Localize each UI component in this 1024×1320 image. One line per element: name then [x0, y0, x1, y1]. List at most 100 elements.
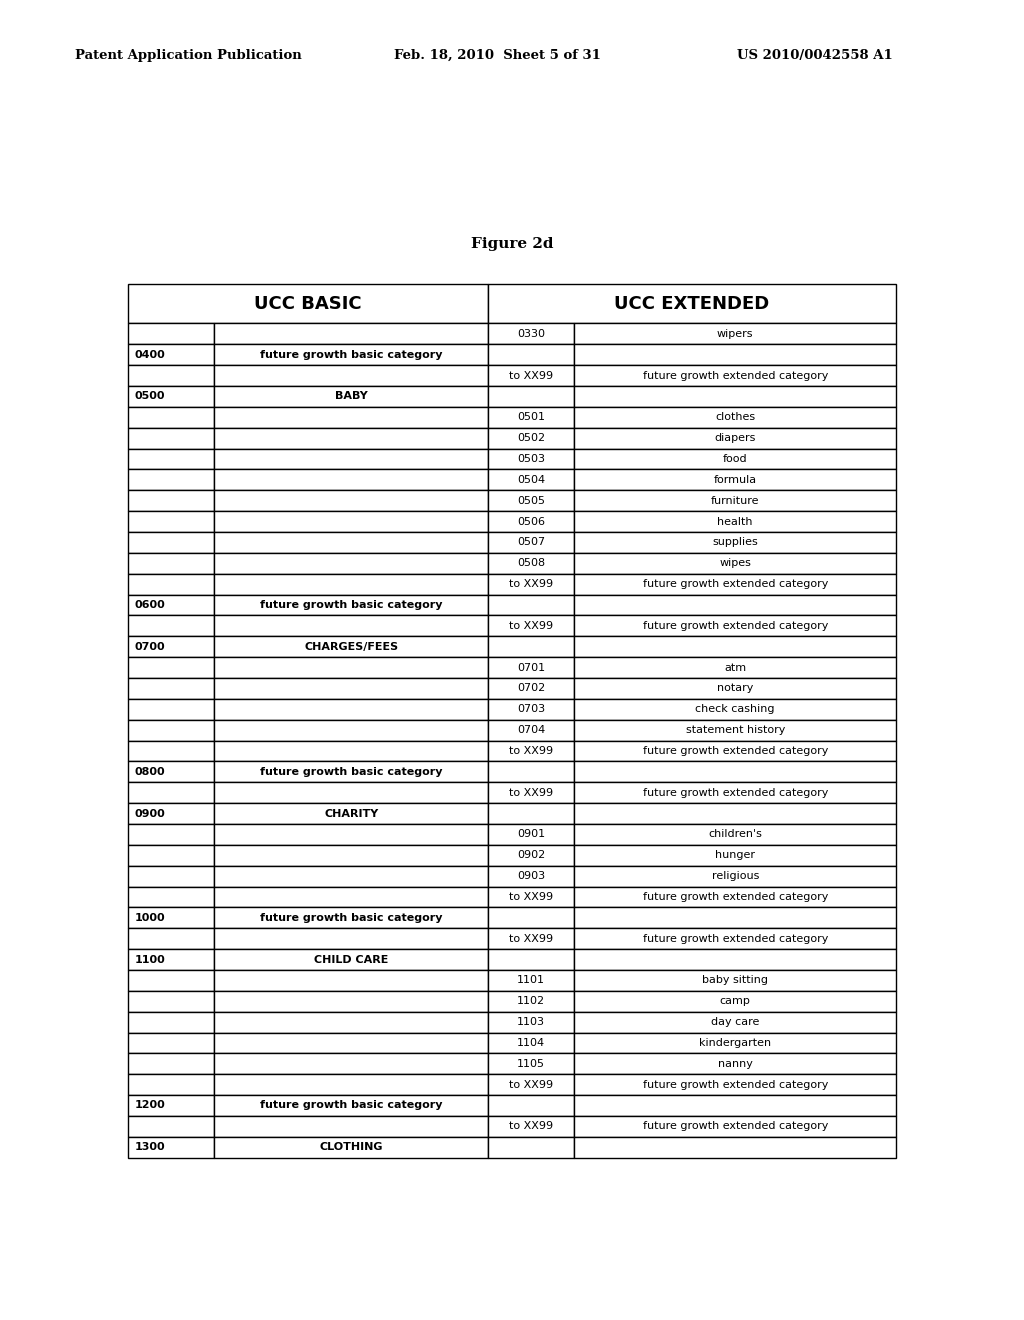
Bar	[214, 1096, 488, 1115]
Text: 1103: 1103	[517, 1018, 545, 1027]
Text: 0900: 0900	[135, 809, 166, 818]
Text: to XX99: to XX99	[509, 933, 553, 944]
Text: wipes: wipes	[719, 558, 752, 568]
Text: 0704: 0704	[517, 725, 546, 735]
Text: future growth extended category: future growth extended category	[642, 1122, 827, 1131]
Text: 1300: 1300	[135, 1142, 166, 1152]
Text: food: food	[723, 454, 748, 463]
Bar	[214, 366, 488, 385]
Text: future growth basic category: future growth basic category	[260, 913, 442, 923]
Bar	[214, 323, 488, 345]
Bar	[128, 636, 214, 657]
Bar	[214, 1053, 488, 1074]
Bar	[574, 323, 896, 345]
Bar	[214, 449, 488, 470]
Bar	[574, 928, 896, 949]
Text: 0902: 0902	[517, 850, 546, 861]
Text: to XX99: to XX99	[509, 1122, 553, 1131]
Bar	[574, 970, 896, 991]
Text: future growth extended category: future growth extended category	[642, 371, 827, 380]
Bar	[488, 657, 574, 678]
Bar	[128, 574, 214, 594]
Bar	[128, 1096, 214, 1115]
Text: 0502: 0502	[517, 433, 545, 444]
Text: 1102: 1102	[517, 997, 545, 1006]
Text: to XX99: to XX99	[509, 892, 553, 902]
Bar	[574, 783, 896, 803]
Bar	[488, 345, 574, 366]
Bar	[488, 490, 574, 511]
Bar	[214, 845, 488, 866]
Text: CHILD CARE: CHILD CARE	[314, 954, 388, 965]
Text: 0800: 0800	[135, 767, 166, 776]
Bar	[488, 762, 574, 783]
Bar	[214, 762, 488, 783]
Text: 1200: 1200	[135, 1101, 166, 1110]
Bar	[128, 284, 488, 323]
Bar	[574, 553, 896, 574]
Bar	[574, 762, 896, 783]
Text: 0330: 0330	[517, 329, 545, 339]
Bar	[128, 741, 214, 762]
Bar	[488, 1074, 574, 1096]
Bar	[488, 1096, 574, 1115]
Text: Figure 2d: Figure 2d	[471, 238, 553, 251]
Bar	[214, 636, 488, 657]
Bar	[214, 741, 488, 762]
Bar	[574, 511, 896, 532]
Text: CLOTHING: CLOTHING	[319, 1142, 383, 1152]
Text: UCC BASIC: UCC BASIC	[254, 294, 361, 313]
Bar	[214, 385, 488, 407]
Bar	[488, 1137, 574, 1158]
Bar	[574, 366, 896, 385]
Bar	[214, 698, 488, 719]
Text: 0508: 0508	[517, 558, 545, 568]
Bar	[574, 678, 896, 698]
Bar	[128, 970, 214, 991]
Text: day care: day care	[711, 1018, 760, 1027]
Bar	[214, 1115, 488, 1137]
Text: US 2010/0042558 A1: US 2010/0042558 A1	[737, 49, 893, 62]
Bar	[488, 824, 574, 845]
Text: religious: religious	[712, 871, 759, 880]
Bar	[128, 1074, 214, 1096]
Text: clothes: clothes	[715, 412, 756, 422]
Bar	[488, 323, 574, 345]
Bar	[128, 803, 214, 824]
Text: 0702: 0702	[517, 684, 546, 693]
Bar	[488, 1011, 574, 1032]
Bar	[214, 511, 488, 532]
Bar	[214, 657, 488, 678]
Bar	[214, 407, 488, 428]
Text: diapers: diapers	[715, 433, 756, 444]
Bar	[488, 866, 574, 887]
Bar	[128, 928, 214, 949]
Text: notary: notary	[717, 684, 754, 693]
Bar	[128, 428, 214, 449]
Bar	[488, 970, 574, 991]
Text: to XX99: to XX99	[509, 1080, 553, 1089]
Text: future growth extended category: future growth extended category	[642, 788, 827, 797]
Bar	[574, 594, 896, 615]
Text: 0500: 0500	[135, 392, 166, 401]
Text: kindergarten: kindergarten	[699, 1038, 771, 1048]
Bar	[128, 907, 214, 928]
Bar	[128, 1115, 214, 1137]
Bar	[574, 657, 896, 678]
Bar	[574, 845, 896, 866]
Bar	[574, 490, 896, 511]
Text: 0507: 0507	[517, 537, 545, 548]
Bar	[214, 866, 488, 887]
Text: statement history: statement history	[685, 725, 784, 735]
Text: 0600: 0600	[135, 601, 166, 610]
Bar	[214, 928, 488, 949]
Text: atm: atm	[724, 663, 746, 672]
Bar	[488, 803, 574, 824]
Bar	[488, 678, 574, 698]
Bar	[128, 824, 214, 845]
Bar	[488, 574, 574, 594]
Text: 0504: 0504	[517, 475, 545, 484]
Text: future growth basic category: future growth basic category	[260, 601, 442, 610]
Bar	[128, 407, 214, 428]
Bar	[214, 490, 488, 511]
